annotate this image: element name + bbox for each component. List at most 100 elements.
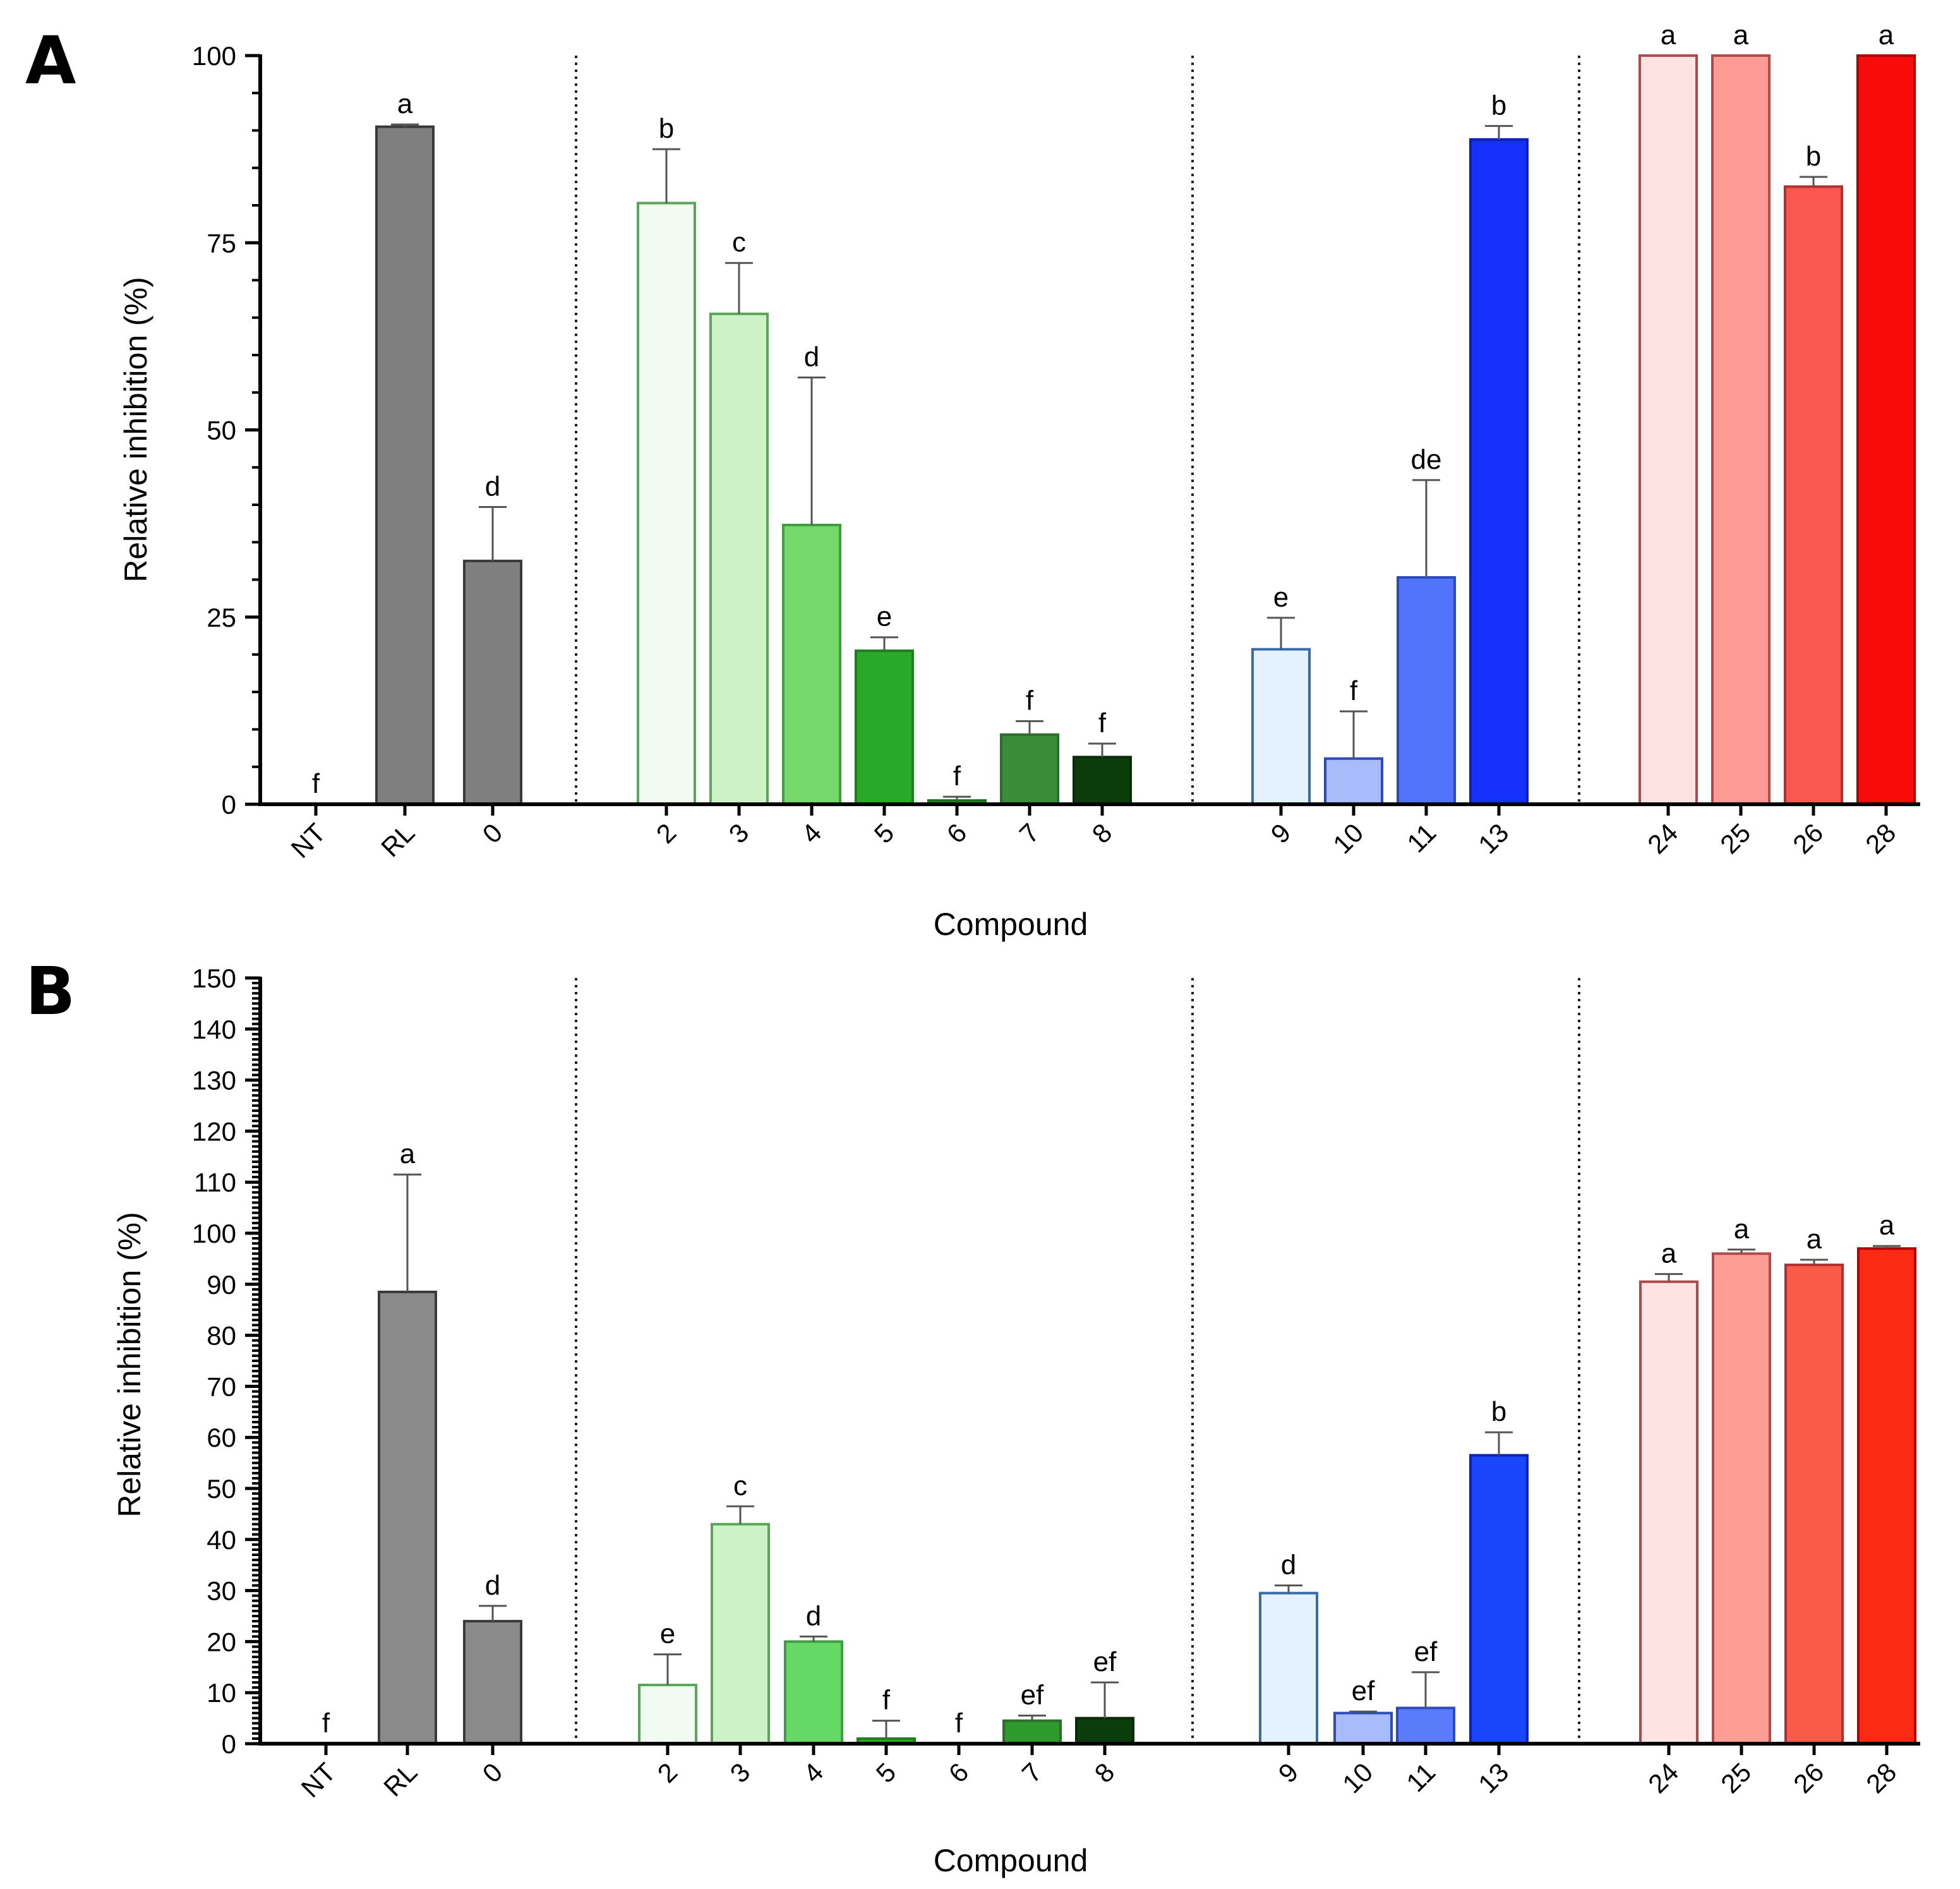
panel-a-sig-letter-10: f <box>1350 675 1358 706</box>
panel-b-y-tick-label-110: 110 <box>194 1168 236 1197</box>
panel-a-bar-24 <box>1638 54 1698 806</box>
panel-b-category-label-13: 13 <box>1472 1757 1514 1799</box>
panel-b-bar-0 <box>463 1620 522 1746</box>
panel-a-bar-28 <box>1856 54 1916 806</box>
panel-a-category-label-5: 5 <box>869 818 900 849</box>
panel-b-sig-letter-3: c <box>733 1470 747 1501</box>
panel-b-bar-13 <box>1469 1454 1529 1745</box>
panel-a: A Compound Relative inhibition (%) f NT a R… <box>25 20 1920 942</box>
panel-b-y-tick-label-80: 80 <box>207 1321 236 1351</box>
panel-b-bar-25 <box>1712 1252 1771 1745</box>
panel-a-letter: A <box>25 22 76 99</box>
panel-a-category-label-8: 8 <box>1086 818 1118 849</box>
panel-b-letter: B <box>25 953 75 1030</box>
panel-a-category-label-11: 11 <box>1401 818 1441 858</box>
panel-b-category-label-28: 28 <box>1860 1757 1902 1799</box>
panel-b-y-tick-label-120: 120 <box>192 1116 236 1146</box>
panel-b-sig-letter-5: f <box>882 1685 891 1716</box>
panel-b-category-label-25: 25 <box>1715 1757 1757 1799</box>
panel-a-category-label-25: 25 <box>1714 818 1756 859</box>
panel-b-y-tick-label-0: 0 <box>222 1729 236 1759</box>
panel-b-bar-10 <box>1333 1711 1393 1746</box>
panel-b-sig-letter-rl: a <box>400 1138 416 1169</box>
panel-a-y-tick-label-0: 0 <box>222 790 236 819</box>
panel-a-sig-letter-28: a <box>1879 20 1894 51</box>
panel-a-bar-0 <box>463 559 522 806</box>
panel-a-bar-4 <box>782 523 841 806</box>
panel-a-category-label-28: 28 <box>1860 818 1901 859</box>
panel-b-bar-2 <box>638 1684 697 1746</box>
panel-b-y-tick-label-140: 140 <box>192 1015 236 1044</box>
panel-a-x-axis-title: Compound <box>934 907 1088 942</box>
panel-a-category-label-0: 0 <box>477 818 508 849</box>
panel-a-category-label-13: 13 <box>1472 818 1514 859</box>
panel-b-sig-letter-10: ef <box>1352 1675 1375 1706</box>
panel-a-bar-5 <box>855 649 914 806</box>
panel-a-bar-13 <box>1469 138 1529 806</box>
panel-b-sig-letter-11: ef <box>1414 1636 1438 1667</box>
panel-b-category-label-rl: RL <box>378 1757 423 1802</box>
panel-b-category-label-4: 4 <box>798 1757 829 1789</box>
panel-b-sig-letter-28: a <box>1879 1210 1895 1241</box>
panel-a-bar-8 <box>1073 756 1132 806</box>
panel-a-bar-11 <box>1397 576 1456 806</box>
panel-b-sig-letter-6: f <box>955 1708 963 1739</box>
panel-b-plot-area: f NT a RL d 0 e 2 c 3 d 4 f 5 f 6 ef 7 ef 8 d 9 ef 10 ef 11 b 13 a 24… <box>192 963 1920 1803</box>
panel-a-category-label-3: 3 <box>723 818 755 849</box>
panel-a-sig-letter-24: a <box>1661 20 1676 51</box>
panel-a-bar-7 <box>1000 733 1059 806</box>
panel-b-y-tick-label-90: 90 <box>207 1270 236 1300</box>
panel-a-bar-3 <box>709 312 769 806</box>
panel-b-category-label-6: 6 <box>943 1757 975 1789</box>
panel-b-sig-letter-25: a <box>1734 1214 1750 1245</box>
panel-a-category-label-rl: RL <box>375 818 420 862</box>
panel-b-sig-letter-nt: f <box>322 1708 330 1739</box>
panel-a-bar-26 <box>1784 185 1843 806</box>
panel-a-category-label-26: 26 <box>1787 818 1829 859</box>
panel-b-y-tick-label-150: 150 <box>192 963 236 993</box>
panel-b-y-axis-title: Relative inhibition (%) <box>112 1212 147 1518</box>
panel-a-sig-letter-7: f <box>1026 685 1034 716</box>
panel-b-bar-9 <box>1259 1591 1318 1745</box>
panel-a-y-axis-title: Relative inhibition (%) <box>118 277 153 582</box>
panel-b-sig-letter-13: b <box>1491 1396 1506 1427</box>
panel-b-y-tick-label-100: 100 <box>192 1219 236 1248</box>
panel-b-sig-letter-0: d <box>485 1570 500 1601</box>
panel-b-category-label-0: 0 <box>477 1757 508 1789</box>
panel-b-sig-letter-24: a <box>1661 1238 1677 1269</box>
panel-b-y-tick-label-60: 60 <box>207 1423 236 1452</box>
panel-b-category-label-2: 2 <box>652 1757 683 1789</box>
panel-b: B Compound Relative inhibition (%) f NT a R… <box>25 953 1920 1878</box>
panel-a-bar-25 <box>1711 54 1771 806</box>
panel-a-sig-letter-6: f <box>953 761 961 792</box>
panel-b-y-tick-label-50: 50 <box>207 1474 236 1504</box>
panel-a-sig-letter-8: f <box>1098 708 1107 739</box>
panel-a-sig-letter-13: b <box>1491 90 1506 121</box>
panel-a-category-label-nt: NT <box>286 818 332 864</box>
panel-b-bar-8 <box>1075 1717 1134 1746</box>
panel-b-bar-3 <box>711 1523 770 1746</box>
panel-b-category-label-8: 8 <box>1089 1757 1121 1789</box>
panel-a-y-tick-label-25: 25 <box>207 603 236 632</box>
panel-a-category-label-9: 9 <box>1265 818 1297 849</box>
panel-a-sig-letter-4: d <box>804 342 819 373</box>
panel-b-category-label-10: 10 <box>1337 1757 1378 1799</box>
panel-a-category-label-24: 24 <box>1642 818 1683 859</box>
panel-b-category-label-24: 24 <box>1642 1757 1684 1799</box>
panel-b-x-axis-title: Compound <box>934 1843 1088 1878</box>
panel-a-bar-rl <box>375 125 435 806</box>
panel-a-sig-letter-26: b <box>1806 141 1821 172</box>
panel-a-category-label-7: 7 <box>1014 818 1045 849</box>
panel-b-category-label-nt: NT <box>296 1757 342 1803</box>
panel-a-sig-letter-25: a <box>1733 20 1749 51</box>
panel-b-category-label-7: 7 <box>1016 1757 1048 1789</box>
panel-b-bar-26 <box>1784 1264 1844 1745</box>
panel-a-category-label-2: 2 <box>651 818 682 849</box>
panel-b-y-tick-label-130: 130 <box>192 1066 236 1095</box>
panel-b-bar-4 <box>784 1640 843 1745</box>
panel-a-y-tick-label-100: 100 <box>192 41 236 71</box>
panel-b-bar-11 <box>1396 1706 1455 1745</box>
panel-b-category-label-26: 26 <box>1788 1757 1829 1799</box>
panel-b-category-label-5: 5 <box>870 1757 902 1789</box>
panel-b-sig-letter-4: d <box>806 1600 821 1631</box>
